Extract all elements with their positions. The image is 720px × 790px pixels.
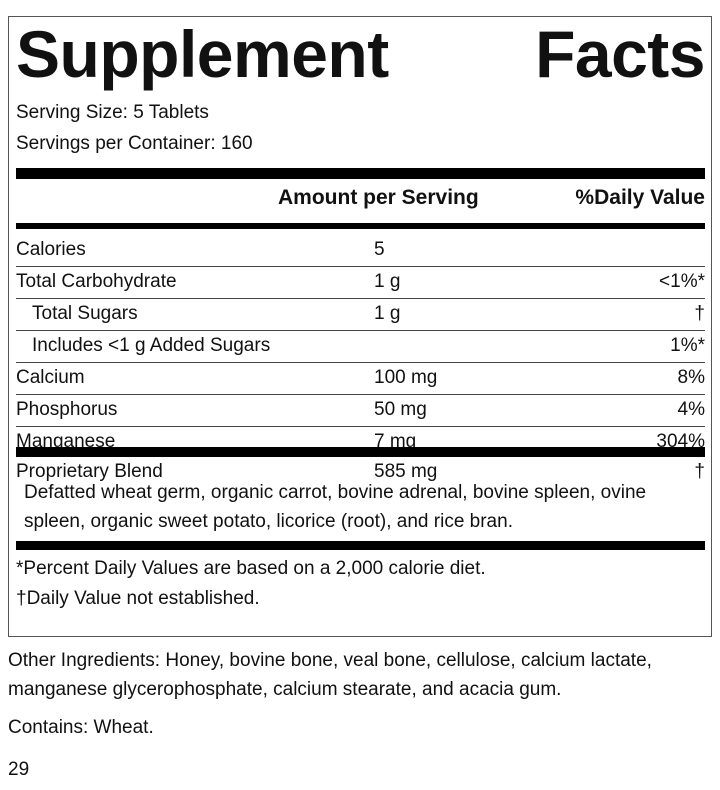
page-number: 29 [8,759,30,780]
amount: 100 mg [374,367,438,388]
blend-amount: 585 mg [374,461,438,482]
blend-name: Proprietary Blend [16,461,163,482]
daily-value: 4% [677,399,705,420]
thick-rule [16,168,705,179]
row-rule [16,266,705,267]
amount: 7 mg [374,431,417,452]
nutrient-name: Total Sugars [32,303,138,324]
amount: 1 g [374,271,401,292]
amount: 50 mg [374,399,427,420]
daily-value: 1%* [670,335,705,356]
other-ingredients: Other Ingredients: Honey, bovine bone, v… [8,650,652,700]
daily-value: <1%* [659,271,705,292]
dv-header: %Daily Value [575,186,705,209]
thick-rule [16,541,705,550]
amount: 5 [374,239,385,260]
serving-size: Serving Size: 5 Tablets [16,102,209,123]
thick-rule [16,447,705,457]
nutrient-name: Includes <1 g Added Sugars [32,335,271,356]
daily-value: 8% [677,367,705,388]
contains: Contains: Wheat. [8,717,154,738]
amount-header: Amount per Serving [278,186,479,209]
row-rule [16,394,705,395]
amount: 1 g [374,303,401,324]
nutrient-name: Calories [16,239,86,260]
blend-dv: † [694,461,705,482]
nutrient-name: Phosphorus [16,399,118,420]
footnote: †Daily Value not established. [16,588,260,609]
row-rule [16,330,705,331]
facts-panel [8,16,712,637]
daily-value: † [694,303,705,324]
servings-per-container: Servings per Container: 160 [16,133,253,154]
daily-value: 304% [656,431,705,452]
nutrient-name: Calcium [16,367,85,388]
thick-rule [16,223,705,229]
row-rule [16,298,705,299]
row-rule [16,426,705,427]
footnote: *Percent Daily Values are based on a 2,0… [16,558,486,579]
blend-ingredients: Defatted wheat germ, organic carrot, bov… [24,482,647,532]
row-rule [16,362,705,363]
title: Supplement Facts [16,17,706,91]
nutrient-name: Total Carbohydrate [16,271,177,292]
nutrient-name: Manganese [16,431,116,452]
